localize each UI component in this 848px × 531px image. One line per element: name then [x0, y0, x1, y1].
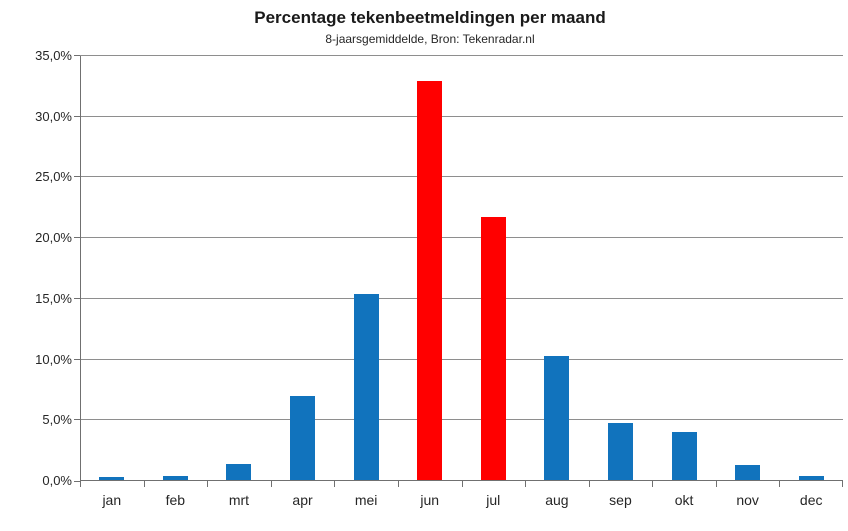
- bar-jan: [99, 477, 125, 481]
- bar-jul: [480, 217, 506, 481]
- y-axis-tick-label: 5,0%: [42, 412, 72, 428]
- bar-nov: [735, 465, 761, 481]
- y-axis-tick-label: 15,0%: [35, 290, 72, 306]
- bar-sep: [607, 423, 633, 481]
- x-axis-tick-mark: [462, 481, 463, 487]
- x-label-dec: dec: [799, 492, 823, 508]
- x-label-mrt: mrt: [228, 492, 250, 508]
- y-axis-tick-label: 0,0%: [42, 473, 72, 488]
- x-axis-tick-mark: [589, 481, 590, 487]
- x-label-jan: jan: [102, 492, 122, 508]
- plot-area: [80, 55, 843, 481]
- y-axis-tick-mark: [74, 115, 80, 117]
- chart-title: Percentage tekenbeetmeldingen per maand: [254, 8, 606, 27]
- y-axis-tick-mark: [74, 297, 80, 299]
- bar-jun: [417, 81, 443, 481]
- y-axis-tick-label: 10,0%: [35, 351, 72, 367]
- gridline: [80, 55, 843, 56]
- y-axis-tick-mark: [74, 358, 80, 360]
- bar-apr: [290, 396, 316, 481]
- x-axis-tick-mark: [207, 481, 208, 487]
- y-axis-tick-mark: [74, 419, 80, 421]
- x-label-feb: feb: [165, 492, 186, 508]
- x-axis-tick-mark: [271, 481, 272, 487]
- y-axis-tick-label: 20,0%: [35, 230, 72, 246]
- y-axis-tick-mark: [74, 237, 80, 239]
- x-axis-tick-mark: [144, 481, 145, 487]
- gridline: [80, 297, 843, 299]
- gridline: [80, 419, 843, 421]
- x-label-jun: jun: [420, 492, 440, 508]
- x-axis-tick-mark: [398, 481, 399, 487]
- x-label-okt: okt: [674, 492, 694, 508]
- x-axis-tick-mark: [779, 481, 780, 487]
- x-axis-tick-mark: [334, 481, 335, 487]
- gridline: [80, 176, 843, 178]
- bar-aug: [544, 356, 570, 481]
- x-axis-tick-mark: [652, 481, 653, 487]
- bar-okt: [671, 432, 697, 481]
- gridline: [80, 115, 843, 117]
- x-label-aug: aug: [545, 492, 569, 508]
- y-axis-tick-label: 30,0%: [35, 108, 72, 124]
- x-axis-tick-mark: [525, 481, 526, 487]
- bar-mei: [353, 294, 379, 481]
- y-axis-line: [80, 56, 81, 487]
- x-label-nov: nov: [736, 492, 759, 508]
- x-axis-line: [80, 480, 843, 481]
- x-axis-tick-mark: [842, 481, 843, 487]
- y-axis-tick-mark: [74, 481, 80, 482]
- x-label-apr: apr: [292, 492, 313, 508]
- chart-subtitle: 8-jaarsgemiddelde, Bron: Tekenradar.nl: [325, 32, 535, 46]
- y-axis-tick-label: 25,0%: [35, 169, 72, 185]
- x-label-sep: sep: [609, 492, 632, 508]
- x-label-mei: mei: [354, 492, 378, 508]
- bar-feb: [162, 476, 188, 481]
- x-label-jul: jul: [486, 492, 501, 508]
- y-axis-tick-mark: [74, 176, 80, 178]
- bar-dec: [798, 476, 824, 481]
- y-axis-tick-label: 35,0%: [35, 48, 72, 63]
- bar-mrt: [226, 464, 252, 481]
- y-axis-tick-mark: [74, 55, 80, 56]
- x-axis-tick-mark: [716, 481, 717, 487]
- x-axis-tick-mark: [80, 481, 81, 487]
- gridline: [80, 237, 843, 239]
- gridline: [80, 358, 843, 360]
